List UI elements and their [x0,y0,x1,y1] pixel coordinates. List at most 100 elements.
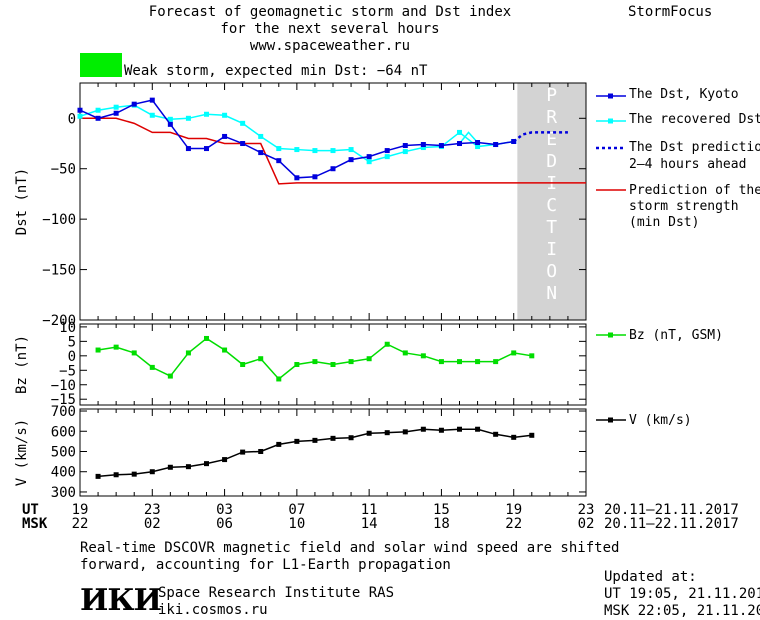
bz-line-point [95,347,101,353]
dst-kyoto-line-point [384,148,390,154]
y-axis-label: Bz (nT) [14,335,30,394]
dst-recovered-spike [458,131,479,144]
y-tick-label: 0 [68,111,76,127]
v-line-point [222,457,228,463]
ut-tick-label: 23 [143,502,161,518]
legend-dst-recovered-label: The recovered Dst [629,112,760,127]
prediction-band-letter: T [546,217,557,238]
title-line-2: for the next several hours [220,21,440,37]
v-line-point [95,473,101,479]
dst-kyoto-line-point [312,174,318,180]
dst-prediction-line [512,131,568,143]
legend-dst-kyoto-label: The Dst, Kyoto [629,87,739,102]
dst-kyoto-line-point [493,142,499,148]
y-tick-label: 0 [68,349,76,365]
v-line-point [312,437,318,443]
dst-kyoto-line-point [438,143,444,149]
legend-storm-strength-label-1: Prediction of the [629,183,760,198]
bz-line-point [511,350,517,356]
v-line-point [475,426,481,432]
v-line-point [149,469,155,475]
title-line-1: Forecast of geomagnetic storm and Dst in… [148,4,512,20]
ut-tick-label: 07 [288,502,306,518]
y-tick-label: −5 [59,363,76,379]
legend-storm-strength-label-2: storm strength [629,199,739,214]
msk-axis-label: MSK [22,516,48,532]
v-line-point [330,435,336,441]
v-line-point [167,464,173,470]
prediction-band-letter: P [546,85,557,106]
v-line-point [420,426,426,432]
msk-tick-label: 14 [360,516,378,532]
msk-date-range: 20.11–22.11.2017 [604,516,739,532]
title-line-3[interactable]: www.spaceweather.ru [249,38,411,54]
dst-kyoto-line-point [167,121,173,127]
iki-logo[interactable]: ИКИ [80,583,162,618]
msk-tick-label: 02 [143,516,161,532]
updated-label: Updated at: [604,569,697,585]
bz-line-point [384,341,390,347]
msk-tick-label: 06 [216,516,233,532]
dst-kyoto-line-point [276,158,282,164]
dst-kyoto-line-point [113,110,119,116]
prediction-band-letter: N [546,283,557,304]
v-line-point [185,464,191,470]
dst-recovered-line-point [475,144,481,150]
panel-frame [79,408,587,497]
dst-kyoto-line-point [402,143,408,149]
y-tick-label: −50 [51,162,76,178]
dst-recovered-line-point [384,154,390,160]
prediction-band-letter: R [546,107,557,128]
prediction-band-letter: E [546,129,557,150]
y-tick-label: 600 [51,424,76,440]
v-line-point [204,461,209,467]
y-tick-label: −10 [51,378,76,394]
updated-ut: UT 19:05, 21.11.2017 [604,586,760,602]
dst-recovered-line-point [294,147,300,153]
dst-kyoto-line-point [294,175,300,181]
bz-line-point [131,350,137,356]
institute-site[interactable]: iki.cosmos.ru [158,602,268,618]
legend-bz-marker [608,332,613,338]
bz-line-point [149,364,155,370]
msk-tick-label: 22 [71,516,89,532]
bz-line-point [294,362,300,367]
dst-kyoto-line-point [149,97,155,103]
ut-tick-label: 03 [216,502,233,518]
ut-tick-label: 15 [432,502,450,518]
y-tick-label: −100 [42,212,76,228]
y-tick-label: 300 [51,485,76,501]
dst-kyoto-line-point [348,157,354,163]
legend-v-marker [608,417,613,423]
v-line-point [366,430,372,436]
bz-line-point [167,373,173,379]
y-tick-label: 400 [51,465,76,481]
dst-recovered-line-point [402,149,408,155]
dst-kyoto-line-point [222,133,228,139]
dst-recovered-line-point [185,115,191,121]
bz-line-point [529,353,535,359]
legend-bz-label: Bz (nT, GSM) [629,328,723,343]
prediction-band [517,83,586,320]
bz-line-point [240,362,246,367]
y-tick-label: 500 [51,444,76,460]
ut-tick-label: 19 [505,502,523,518]
dst-kyoto-line-point [258,150,264,156]
dst-recovered-line-point [258,133,264,139]
dst-kyoto-line-point [131,101,137,107]
v-line-point [457,426,462,432]
v-line-point [438,427,444,433]
dst-recovered-line-point [276,146,282,152]
dst-recovered-line-point [113,104,119,110]
bz-line-point [276,376,282,382]
legend-storm-strength-label-3: (min Dst) [629,215,699,230]
y-tick-label: 700 [51,404,76,420]
legend-dst-prediction-label-2: 2–4 hours ahead [629,157,746,172]
msk-tick-label: 22 [505,516,523,532]
legend-dst-recovered-marker [608,118,613,124]
prediction-band-letter: O [546,261,557,282]
legend-dst-prediction-label-1: The Dst prediction [629,140,760,155]
v-line-point [348,435,354,441]
dst-recovered-line-point [330,148,336,154]
dst-recovered-line-point [77,113,83,119]
